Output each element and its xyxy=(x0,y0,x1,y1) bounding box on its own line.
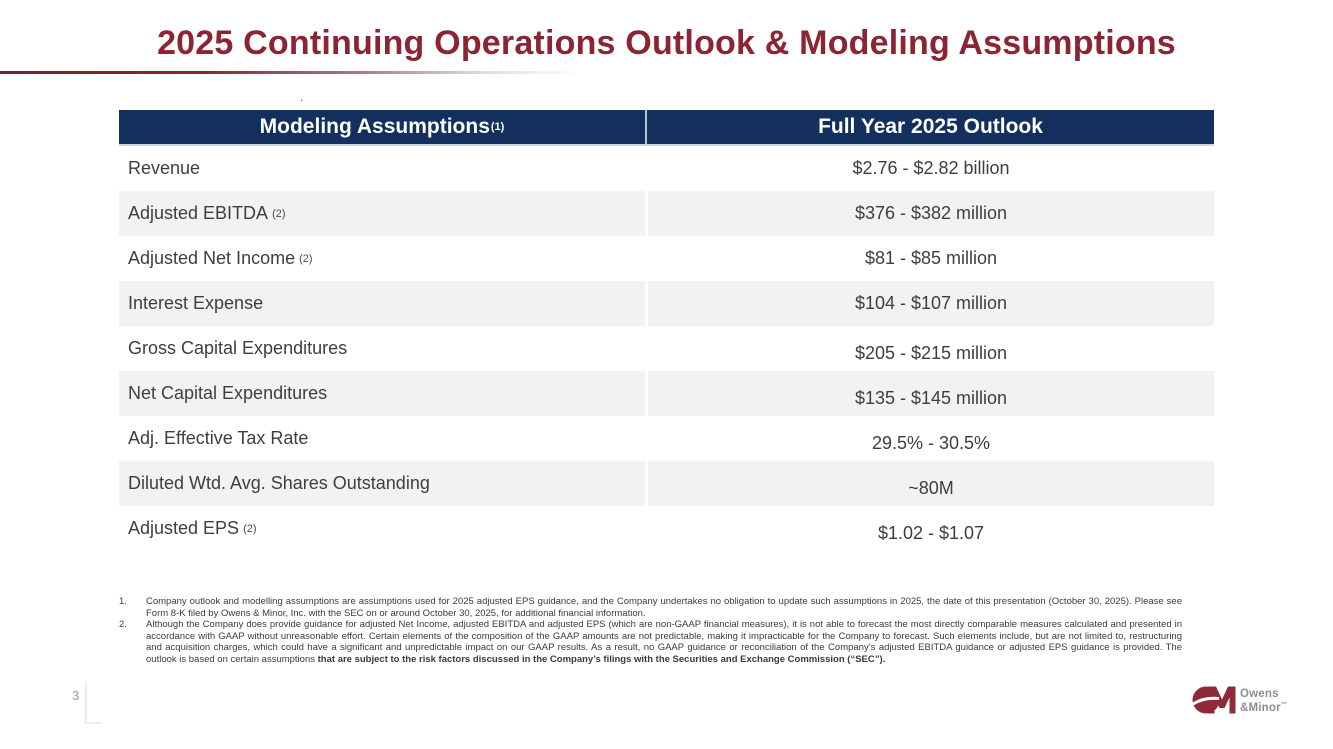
row-label: Net Capital Expenditures xyxy=(128,383,328,403)
row-label-cell: Gross Capital Expenditures xyxy=(119,326,645,371)
row-label-cell: Adj. Effective Tax Rate xyxy=(119,416,645,461)
row-value: $2.76 - $2.82 billion xyxy=(852,158,1010,178)
row-label-cell: Net Capital Expenditures xyxy=(119,371,645,416)
logo-trademark: ™ xyxy=(1280,701,1288,708)
table-row: Diluted Wtd. Avg. Shares Outstanding ~80… xyxy=(119,461,1214,511)
footnote-2: 2. Although the Company does provide gui… xyxy=(119,619,1182,665)
row-value: $1.02 - $1.07 xyxy=(877,523,985,543)
row-value-cell: $205 - $215 million xyxy=(645,331,1214,376)
header-col2-label: Full Year 2025 Outlook xyxy=(818,115,1043,138)
row-value: $104 - $107 million xyxy=(854,293,1008,313)
row-value-cell: $81 - $85 million xyxy=(645,236,1214,281)
table-row: Adjusted EBITDA (2) $376 - $382 million xyxy=(119,191,1214,236)
footnote-2-text-bold: that are subject to the risk factors dis… xyxy=(317,653,886,665)
logo-text-line2: &Minor xyxy=(1240,701,1281,714)
footnote-2-text-regular: Although the Company does provide guidan… xyxy=(146,619,1182,665)
owens-minor-logo: Owens &Minor™ xyxy=(1192,684,1287,716)
logo-text: Owens &Minor™ xyxy=(1240,684,1288,714)
footnote-1-text-regular: Company outlook and modelling assumption… xyxy=(146,596,1182,619)
corner-mark xyxy=(85,681,102,724)
row-value: 29.5% - 30.5% xyxy=(871,433,991,453)
footnotes: 1. Company outlook and modelling assumpt… xyxy=(119,596,1182,666)
logo-text-line2-wrap: &Minor™ xyxy=(1240,700,1288,714)
table-row: Gross Capital Expenditures $205 - $215 m… xyxy=(119,326,1214,376)
title-underline xyxy=(0,71,580,74)
row-label: Gross Capital Expenditures xyxy=(128,338,348,358)
row-value: $81 - $85 million xyxy=(864,248,998,268)
row-label: Revenue xyxy=(128,158,201,178)
table-row: Adjusted EPS (2) $1.02 - $1.07 xyxy=(119,506,1214,556)
table-row: Interest Expense $104 - $107 million xyxy=(119,281,1214,326)
footnote-2-number: 2. xyxy=(119,619,127,631)
page-number: 3 xyxy=(72,688,80,703)
row-label-cell: Diluted Wtd. Avg. Shares Outstanding xyxy=(119,461,645,506)
logo-text-line1: Owens xyxy=(1240,688,1279,700)
row-value-cell: 29.5% - 30.5% xyxy=(645,421,1214,466)
header-col1-label: Modeling Assumptions xyxy=(259,115,490,138)
row-value-cell: ~80M xyxy=(645,466,1214,511)
row-label: Adj. Effective Tax Rate xyxy=(128,428,309,448)
row-label: Adjusted EPS xyxy=(128,518,240,538)
row-label-cell: Adjusted EPS (2) xyxy=(128,518,257,538)
footnote-2-text: Although the Company does provide guidan… xyxy=(146,619,1182,665)
row-value-cell: $135 - $145 million xyxy=(645,376,1214,421)
footnote-1-text: Company outlook and modelling assumption… xyxy=(146,596,1182,619)
row-value-cell: $104 - $107 million xyxy=(645,281,1214,326)
row-value: ~80M xyxy=(908,478,954,498)
row-label-cell: Revenue xyxy=(119,146,645,191)
row-label-cell: Interest Expense xyxy=(119,281,645,326)
row-value: $205 - $215 million xyxy=(854,343,1008,363)
footnote-1: 1. Company outlook and modelling assumpt… xyxy=(119,596,1182,619)
row-label: Interest Expense xyxy=(128,293,264,313)
row-value: $376 - $382 million xyxy=(854,203,1008,223)
om-monogram-icon xyxy=(1192,686,1236,714)
stray-dot: . xyxy=(300,90,304,104)
row-value-cell: $376 - $382 million xyxy=(645,191,1214,236)
row-value-cell: $1.02 - $1.07 xyxy=(645,511,1214,556)
table-row: Adjusted Net Income (2) $81 - $85 million xyxy=(119,236,1214,281)
table-row: Revenue $2.76 - $2.82 billion xyxy=(119,146,1214,191)
table-row: Adj. Effective Tax Rate 29.5% - 30.5% xyxy=(119,416,1214,466)
footnote-1-number: 1. xyxy=(119,596,127,607)
row-label-cell: Adjusted EBITDA (2) xyxy=(128,203,286,223)
row-value-cell: $2.76 - $2.82 billion xyxy=(645,146,1214,191)
row-label-cell: Adjusted Net Income (2) xyxy=(128,248,313,268)
table-header-modeling-assumptions: Modeling Assumptions (1) xyxy=(259,115,505,138)
row-value: $135 - $145 million xyxy=(854,388,1008,408)
table-body: Revenue $2.76 - $2.82 billion Adjusted E… xyxy=(119,146,1214,556)
outlook-table: Modeling Assumptions (1) Full Year 2025 O… xyxy=(119,110,1214,556)
table-header-row: Modeling Assumptions (1) Full Year 2025 O… xyxy=(119,110,1214,146)
slide-title: 2025 Continuing Operations Outlook & Mod… xyxy=(157,24,1176,62)
table-row: Net Capital Expenditures $135 - $145 mil… xyxy=(119,371,1214,421)
row-label: Adjusted Net Income xyxy=(128,248,296,268)
table-header-full-year-outlook: Full Year 2025 Outlook xyxy=(645,110,1214,144)
row-label: Diluted Wtd. Avg. Shares Outstanding xyxy=(128,473,430,493)
row-label: Adjusted EBITDA xyxy=(128,203,269,223)
